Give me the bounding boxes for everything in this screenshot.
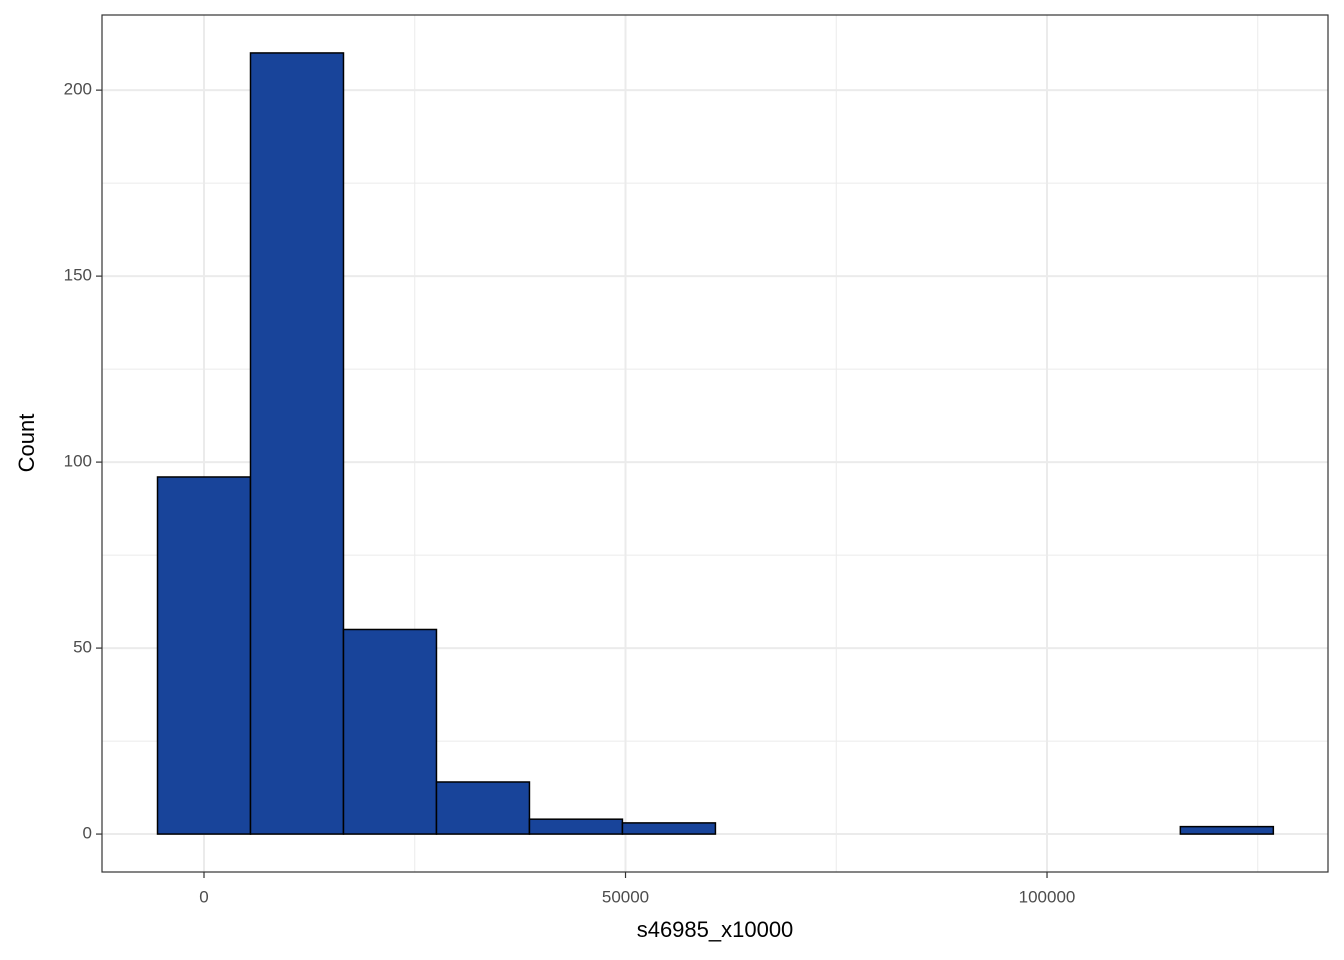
x-tick-label: 50000 [602, 887, 649, 906]
bar [621, 822, 717, 835]
bar [249, 52, 345, 835]
y-tick-label: 100 [64, 452, 92, 471]
bar [342, 628, 438, 835]
panel-border [101, 14, 1329, 873]
x-axis-title: s46985_x10000 [637, 917, 794, 942]
y-tick-label: 50 [73, 638, 92, 657]
y-tick-label: 0 [83, 824, 92, 843]
bar [435, 781, 531, 835]
x-tick-label: 100000 [1019, 887, 1076, 906]
x-tick-label: 0 [199, 887, 208, 906]
bars [156, 52, 1275, 835]
bar [528, 818, 624, 835]
bar [156, 476, 252, 835]
y-axis-title: Count [14, 414, 39, 473]
y-tick-label: 150 [64, 266, 92, 285]
bar [1179, 825, 1275, 835]
y-tick-label: 200 [64, 80, 92, 99]
